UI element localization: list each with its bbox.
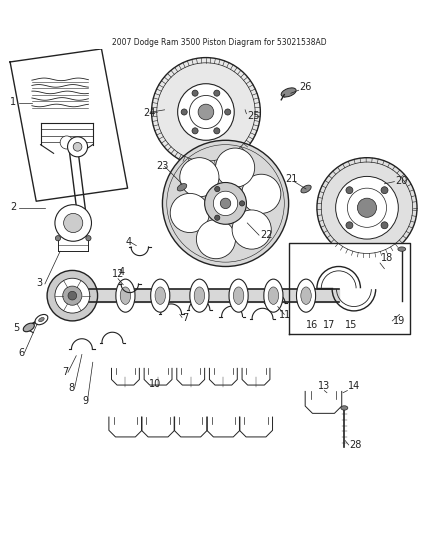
Circle shape (215, 187, 220, 192)
Ellipse shape (23, 323, 34, 332)
Circle shape (67, 137, 88, 157)
Title: 2007 Dodge Ram 3500 Piston Diagram for 53021538AD: 2007 Dodge Ram 3500 Piston Diagram for 5… (112, 38, 326, 47)
Circle shape (357, 198, 377, 217)
Text: 2: 2 (10, 202, 16, 212)
Text: 28: 28 (350, 440, 362, 450)
Ellipse shape (264, 279, 283, 312)
Circle shape (55, 236, 60, 241)
Circle shape (162, 140, 289, 266)
Circle shape (317, 158, 417, 258)
Circle shape (346, 187, 353, 193)
Circle shape (381, 187, 388, 193)
Ellipse shape (194, 287, 205, 304)
Text: 16: 16 (306, 320, 318, 330)
Text: 24: 24 (143, 108, 155, 118)
Circle shape (240, 201, 245, 206)
Circle shape (225, 109, 231, 115)
Circle shape (214, 90, 220, 96)
Circle shape (213, 191, 238, 215)
Circle shape (64, 213, 83, 232)
Circle shape (180, 158, 219, 197)
Circle shape (220, 198, 231, 208)
Circle shape (181, 109, 187, 115)
Circle shape (214, 128, 220, 134)
Text: 21: 21 (285, 174, 297, 184)
Text: 7: 7 (182, 313, 188, 323)
Text: 19: 19 (393, 316, 405, 326)
Text: 18: 18 (381, 253, 393, 263)
Circle shape (381, 222, 388, 229)
Ellipse shape (190, 279, 209, 312)
Circle shape (170, 193, 209, 232)
Ellipse shape (281, 88, 296, 97)
Circle shape (192, 128, 198, 134)
Circle shape (205, 182, 247, 224)
Ellipse shape (301, 287, 311, 304)
Text: 15: 15 (345, 320, 357, 330)
Circle shape (60, 136, 73, 149)
Circle shape (232, 210, 271, 249)
Ellipse shape (120, 287, 131, 304)
Ellipse shape (341, 406, 348, 410)
Text: 10: 10 (149, 379, 162, 390)
Circle shape (215, 148, 254, 187)
Text: 23: 23 (156, 160, 168, 171)
Circle shape (73, 142, 82, 151)
Text: 7: 7 (62, 367, 69, 377)
Text: 12: 12 (113, 269, 125, 279)
Text: 14: 14 (348, 381, 360, 391)
Circle shape (215, 215, 220, 220)
Text: 3: 3 (36, 278, 42, 288)
Ellipse shape (177, 183, 187, 191)
Ellipse shape (398, 247, 406, 251)
Circle shape (68, 292, 77, 300)
Text: 6: 6 (18, 348, 24, 358)
Text: 5: 5 (14, 323, 20, 333)
Circle shape (55, 205, 92, 241)
Circle shape (346, 222, 353, 229)
Text: 26: 26 (300, 82, 312, 92)
Text: 4: 4 (125, 237, 131, 247)
Circle shape (178, 84, 234, 140)
Circle shape (336, 176, 398, 239)
Circle shape (196, 220, 236, 259)
Ellipse shape (155, 287, 166, 304)
Ellipse shape (297, 279, 316, 312)
Text: 11: 11 (279, 310, 291, 320)
Text: 17: 17 (322, 320, 335, 330)
Ellipse shape (301, 185, 311, 193)
Text: 25: 25 (247, 110, 260, 120)
Ellipse shape (35, 314, 48, 325)
Text: 9: 9 (82, 395, 88, 406)
Circle shape (198, 104, 214, 120)
Text: 8: 8 (69, 383, 75, 392)
Circle shape (55, 278, 90, 313)
Polygon shape (289, 243, 410, 334)
Circle shape (47, 270, 98, 321)
Text: 22: 22 (260, 230, 273, 240)
Circle shape (152, 58, 260, 166)
Circle shape (63, 286, 82, 305)
Polygon shape (10, 49, 127, 201)
Circle shape (192, 90, 198, 96)
Ellipse shape (268, 287, 279, 304)
Ellipse shape (116, 279, 135, 312)
Ellipse shape (39, 318, 44, 322)
Text: 1: 1 (10, 98, 16, 108)
Ellipse shape (233, 287, 244, 304)
Text: 13: 13 (318, 381, 331, 391)
Text: 20: 20 (395, 176, 408, 186)
Text: 4: 4 (119, 267, 125, 277)
Ellipse shape (229, 279, 248, 312)
Ellipse shape (151, 279, 170, 312)
Circle shape (86, 236, 91, 241)
Circle shape (242, 174, 281, 213)
